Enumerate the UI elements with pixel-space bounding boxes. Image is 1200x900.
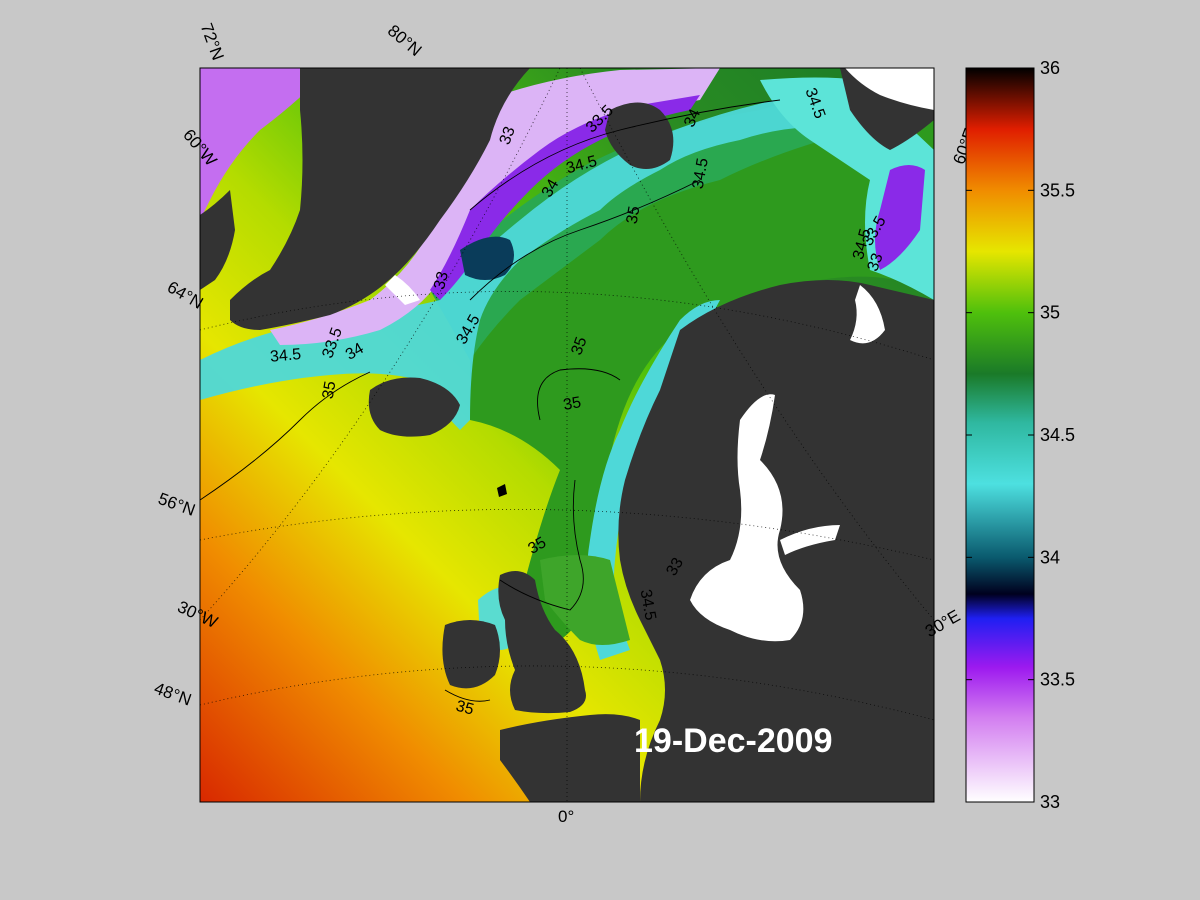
greenland-fjord-ice xyxy=(385,275,420,305)
contour-label: 35 xyxy=(624,205,644,226)
white-sea-ice xyxy=(850,285,885,344)
ireland-land xyxy=(442,620,500,689)
contour-label: 33 xyxy=(497,124,519,147)
contour-label: 34 xyxy=(343,340,367,364)
lat-label-56n: 56°N xyxy=(156,489,198,520)
white-sea-purple xyxy=(875,165,925,270)
contour-35-atlantic xyxy=(200,371,371,501)
great-britain-land xyxy=(498,571,586,714)
colorbar-tick-label: 35 xyxy=(1040,303,1060,323)
graticule-lon-30w xyxy=(200,68,561,621)
greenland-west-land xyxy=(200,190,235,290)
contour-label: 33 xyxy=(865,251,887,274)
map-area xyxy=(200,68,934,802)
contour-lines xyxy=(200,99,781,702)
lat-label-72n: 72°N xyxy=(197,21,228,63)
contour-label: 34.5 xyxy=(690,157,712,191)
colorbar-tick-label: 33.5 xyxy=(1040,670,1075,690)
colorbar-tick-label: 36 xyxy=(1040,58,1060,78)
contour-label: 34 xyxy=(539,176,563,200)
baltic-ice xyxy=(690,394,804,642)
contour-345-north xyxy=(469,179,701,301)
graticule-lat-56 xyxy=(200,508,934,561)
colorbar-ticks: 33 33.5 34 34.5 35 35.5 36 xyxy=(966,58,1075,812)
contour-label: 35 xyxy=(454,698,476,719)
arctic-front-cyan xyxy=(200,85,870,430)
contour-label: 34 xyxy=(681,106,704,129)
iceland-land xyxy=(368,377,460,437)
contour-34 xyxy=(469,99,781,211)
lon-label-0: 0° xyxy=(558,807,574,826)
colorbar-tick-label: 33 xyxy=(1040,792,1060,812)
graticule-lat-48 xyxy=(200,665,934,721)
colorbar-tick-label: 34 xyxy=(1040,547,1060,567)
north-sea-field xyxy=(540,555,630,645)
svalbard-land xyxy=(605,102,674,169)
contour-label: 34.5 xyxy=(269,346,302,366)
greenland-sea-field xyxy=(430,80,860,360)
greenland-land xyxy=(230,68,530,330)
gulf-of-finland-ice xyxy=(780,525,840,555)
france-land xyxy=(500,714,640,802)
colorbar-tick-label: 35.5 xyxy=(1040,180,1075,200)
contour-label: 35 xyxy=(568,335,590,358)
contour-label: 34.5 xyxy=(637,588,659,622)
deep-blue-patch xyxy=(460,236,514,280)
contour-35-south xyxy=(499,479,584,611)
lat-label-80n: 80°N xyxy=(384,21,425,60)
east-greenland-current xyxy=(200,68,330,220)
contour-label: 35 xyxy=(320,380,340,401)
graticule xyxy=(200,68,934,802)
colorbar-fill xyxy=(965,67,1035,803)
faroe-islands xyxy=(497,484,507,497)
arctic-ice xyxy=(845,68,934,110)
contour-35-shelf xyxy=(444,689,491,702)
contour-35-central xyxy=(537,368,621,421)
contour-label: 33 xyxy=(431,270,452,292)
lat-label-48n: 48°N xyxy=(152,679,194,710)
contour-label: 35 xyxy=(525,534,549,558)
fresh-band-inner xyxy=(430,95,700,300)
contour-label: 33 xyxy=(663,555,687,579)
colorbar: 33 33.5 34 34.5 35 35.5 36 xyxy=(965,58,1075,812)
colorbar-tick-label: 34.5 xyxy=(1040,425,1075,445)
contour-label: 35 xyxy=(562,394,583,414)
date-label: 19-Dec-2009 xyxy=(634,722,832,760)
map-frame xyxy=(199,67,935,803)
